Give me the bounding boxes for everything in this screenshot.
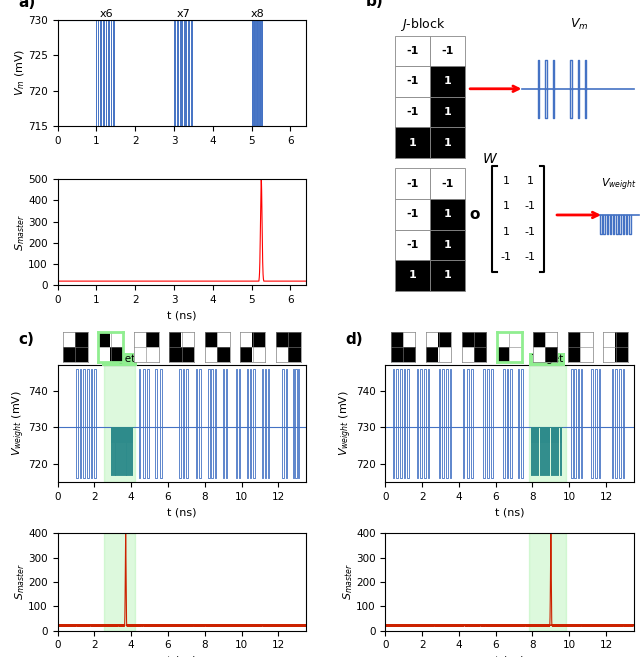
Bar	[396, 97, 430, 127]
Text: 1: 1	[409, 137, 417, 148]
X-axis label: t (ns): t (ns)	[167, 311, 196, 321]
Y-axis label: $V_m$ (mV): $V_m$ (mV)	[13, 49, 27, 97]
Text: $J$-block: $J$-block	[400, 16, 445, 33]
Bar	[430, 229, 465, 260]
Text: 1: 1	[503, 176, 510, 186]
Text: -1: -1	[406, 240, 419, 250]
Text: c): c)	[18, 332, 34, 347]
Text: -1: -1	[441, 179, 454, 189]
Text: $V_m$: $V_m$	[570, 16, 588, 32]
Text: 1: 1	[444, 271, 451, 281]
Text: $V_{weight}$: $V_{weight}$	[601, 177, 637, 193]
Bar	[396, 168, 430, 199]
Text: 1: 1	[409, 271, 417, 281]
Y-axis label: $S_{master}$: $S_{master}$	[13, 564, 27, 600]
Text: 1: 1	[444, 240, 451, 250]
Text: b): b)	[365, 0, 383, 9]
Bar	[430, 127, 465, 158]
Bar	[104, 365, 135, 482]
Text: 1: 1	[444, 107, 451, 117]
Bar	[396, 127, 430, 158]
Text: -1: -1	[406, 210, 419, 219]
Text: Target: Target	[531, 354, 563, 364]
Text: -1: -1	[406, 107, 419, 117]
Text: -1: -1	[441, 46, 454, 56]
Bar	[396, 229, 430, 260]
Bar	[396, 260, 430, 290]
Text: -1: -1	[501, 252, 512, 261]
Bar	[104, 533, 135, 631]
Bar	[529, 365, 566, 482]
Text: -1: -1	[524, 227, 536, 237]
X-axis label: t (ns): t (ns)	[495, 656, 524, 657]
Y-axis label: $V_{weight}$ (mV): $V_{weight}$ (mV)	[338, 390, 355, 457]
Bar	[430, 35, 465, 66]
Bar	[396, 199, 430, 229]
Text: 1: 1	[503, 201, 510, 212]
Text: x6: x6	[99, 9, 113, 19]
Text: Target: Target	[103, 354, 135, 364]
Text: 1: 1	[444, 76, 451, 87]
Bar	[430, 97, 465, 127]
Text: $W$: $W$	[481, 152, 498, 166]
Text: 1: 1	[444, 137, 451, 148]
Text: 1: 1	[503, 227, 510, 237]
Bar	[430, 199, 465, 229]
Text: -1: -1	[524, 252, 536, 261]
Bar	[396, 35, 430, 66]
Text: -1: -1	[406, 76, 419, 87]
Y-axis label: $V_{weight}$ (mV): $V_{weight}$ (mV)	[10, 390, 27, 457]
X-axis label: t (ns): t (ns)	[495, 507, 524, 517]
X-axis label: t (ns): t (ns)	[167, 656, 196, 657]
Y-axis label: $S_{master}$: $S_{master}$	[340, 564, 355, 600]
Text: 1: 1	[527, 176, 534, 186]
Text: -1: -1	[406, 179, 419, 189]
Text: x8: x8	[250, 9, 264, 19]
Text: x7: x7	[177, 9, 191, 19]
Y-axis label: $S_{master}$: $S_{master}$	[13, 214, 27, 251]
Bar	[430, 260, 465, 290]
Bar	[430, 66, 465, 97]
Text: -1: -1	[406, 46, 419, 56]
Bar	[396, 66, 430, 97]
Text: -1: -1	[524, 201, 536, 212]
Text: 1: 1	[444, 210, 451, 219]
Bar	[430, 168, 465, 199]
Bar	[529, 533, 566, 631]
X-axis label: t (ns): t (ns)	[167, 507, 196, 517]
Text: a): a)	[18, 0, 35, 10]
Text: $\mathbf{o}$: $\mathbf{o}$	[469, 208, 481, 223]
Text: d): d)	[346, 332, 364, 347]
